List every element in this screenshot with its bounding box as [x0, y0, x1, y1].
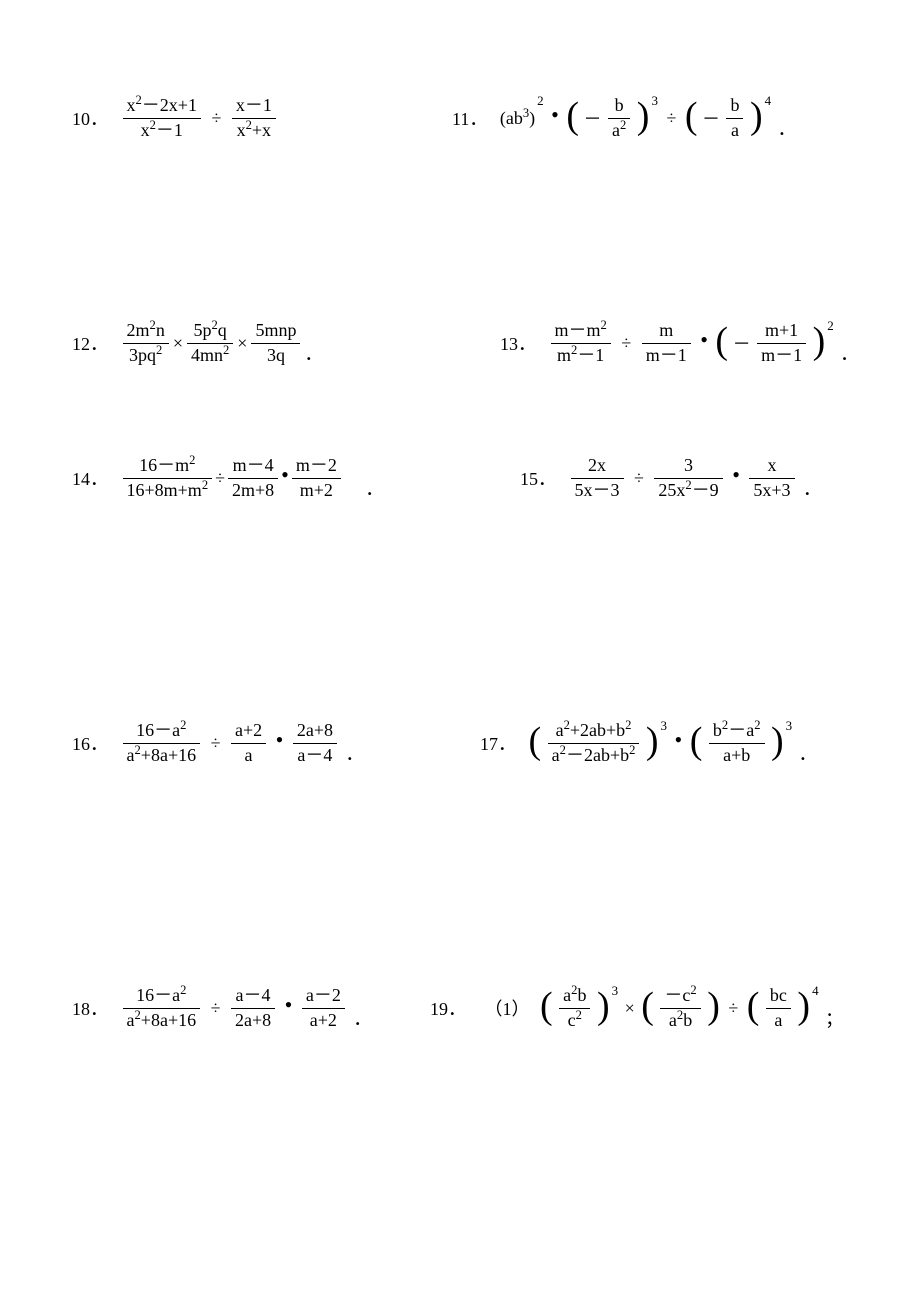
paren-right: )	[637, 97, 650, 135]
divide-op: ÷	[621, 333, 631, 354]
fraction: 3 25x2－9	[654, 455, 722, 501]
fraction: 2x 5x－3	[571, 455, 624, 501]
paren-right: )	[771, 722, 784, 760]
problem-11: 11． (ab3)2 • ( － b a2 )3 ÷ ( － b a )4 ．	[452, 95, 796, 141]
fraction: m－m2 m2－1	[551, 320, 611, 366]
exponent: 2	[537, 93, 544, 109]
fraction: x－1 x2+x	[232, 95, 276, 141]
neg-sign: －	[733, 330, 751, 356]
exponent: 3	[661, 718, 668, 734]
divide-op: ÷	[211, 733, 221, 754]
fraction: m+1 m－1	[757, 320, 806, 366]
paren-left: (	[641, 987, 654, 1025]
paren-left: (	[566, 97, 579, 135]
period: ．	[799, 740, 817, 766]
divide-op: ÷	[666, 108, 676, 129]
fraction: b a2	[608, 95, 630, 141]
times-op: ×	[173, 333, 183, 354]
paren-left: (	[685, 97, 698, 135]
fraction: 2m2n 3pq2	[123, 320, 169, 366]
expr-pre: (ab3)	[500, 108, 535, 129]
problem-19: 19． （1） ( a2b c2 )3 × ( －c2 a2b ) ÷ ( bc…	[430, 985, 843, 1031]
fraction: a－4 2a+8	[231, 985, 275, 1031]
period: ．	[365, 475, 383, 501]
divide-op: ÷	[211, 108, 221, 129]
paren-right: )	[750, 97, 763, 135]
fraction: x2－2x+1 x2－1	[123, 95, 201, 141]
problem-17: 17． ( a2+2ab+b2 a2－2ab+b2 )3 • ( b2－a2 a…	[480, 720, 817, 766]
problem-number: 11．	[452, 105, 487, 131]
paren-right: )	[813, 322, 826, 360]
problem-number: 13．	[500, 330, 536, 356]
problem-number: 16．	[72, 730, 108, 756]
fraction: 5mnp 3q	[251, 320, 300, 366]
period: ．	[840, 340, 858, 366]
times-op: ×	[625, 998, 635, 1019]
problem-10: 10． x2－2x+1 x2－1 ÷ x－1 x2+x	[72, 95, 278, 141]
period: ．	[803, 475, 821, 501]
exponent: 4	[765, 93, 772, 109]
divide-op: ÷	[215, 468, 225, 489]
problem-number: 10．	[72, 105, 108, 131]
fraction: 16－m2 16+8m+m2	[123, 455, 213, 501]
fraction: bc a	[766, 985, 791, 1031]
exponent: 3	[612, 983, 619, 999]
problem-number: 18．	[72, 995, 108, 1021]
period: ．	[778, 115, 796, 141]
fraction: b a	[726, 95, 743, 141]
problem-16: 16． 16－a2 a2+8a+16 ÷ a+2 a • 2a+8 a－4 ．	[72, 720, 363, 766]
problem-12: 12． 2m2n 3pq2 × 5p2q 4mn2 × 5mnp 3q ．	[72, 320, 322, 366]
fraction: x 5x+3	[749, 455, 794, 501]
exponent: 3	[651, 93, 658, 109]
neg-sign: －	[583, 105, 601, 131]
problem-number: 12．	[72, 330, 108, 356]
paren-right: )	[707, 987, 720, 1025]
fraction: －c2 a2b	[660, 985, 700, 1031]
fraction: b2－a2 a+b	[709, 720, 765, 766]
period: ．	[304, 340, 322, 366]
fraction: a2+2ab+b2 a2－2ab+b2	[548, 720, 640, 766]
problem-number: 17．	[480, 730, 516, 756]
fraction: a2b c2	[559, 985, 590, 1031]
fraction: 5p2q 4mn2	[187, 320, 233, 366]
fraction: 2a+8 a－4	[293, 720, 337, 766]
problem-number: 15．	[520, 465, 556, 491]
period: ．	[345, 740, 363, 766]
paren-left: (	[690, 722, 703, 760]
fraction: m－4 2m+8	[228, 455, 278, 501]
paren-left: (	[529, 722, 542, 760]
fraction: 16－a2 a2+8a+16	[123, 985, 201, 1031]
period: ．	[353, 1005, 371, 1031]
paren-left: (	[715, 322, 728, 360]
neg-sign: －	[702, 105, 720, 131]
times-op: ×	[237, 333, 247, 354]
problem-number: 19．	[430, 995, 466, 1021]
problem-number: 14．	[72, 465, 108, 491]
paren-left: (	[747, 987, 760, 1025]
paren-right: )	[646, 722, 659, 760]
fraction: a+2 a	[231, 720, 266, 766]
paren-left: (	[540, 987, 553, 1025]
exponent: 4	[812, 983, 819, 999]
divide-op: ÷	[634, 468, 644, 489]
fraction: m m－1	[642, 320, 691, 366]
problem-15: 15． 2x 5x－3 ÷ 3 25x2－9 • x 5x+3 ．	[520, 455, 821, 501]
problem-18: 18． 16－a2 a2+8a+16 ÷ a－4 2a+8 • a－2 a+2 …	[72, 985, 371, 1031]
paren-right: )	[797, 987, 810, 1025]
problem-13: 13． m－m2 m2－1 ÷ m m－1 • ( － m+1 m－1 )2 ．	[500, 320, 858, 366]
problem-14: 14． 16－m2 16+8m+m2 ÷ m－4 2m+8 • m－2 m+2 …	[72, 455, 383, 501]
paren-right: )	[597, 987, 610, 1025]
fraction: 16－a2 a2+8a+16	[123, 720, 201, 766]
fraction: m－2 m+2	[292, 455, 341, 501]
exponent: 2	[827, 318, 834, 334]
period: ；	[825, 1005, 843, 1031]
sub-number: （1）	[485, 995, 530, 1021]
fraction: a－2 a+2	[302, 985, 345, 1031]
divide-op: ÷	[211, 998, 221, 1019]
exponent: 3	[786, 718, 793, 734]
divide-op: ÷	[728, 998, 738, 1019]
